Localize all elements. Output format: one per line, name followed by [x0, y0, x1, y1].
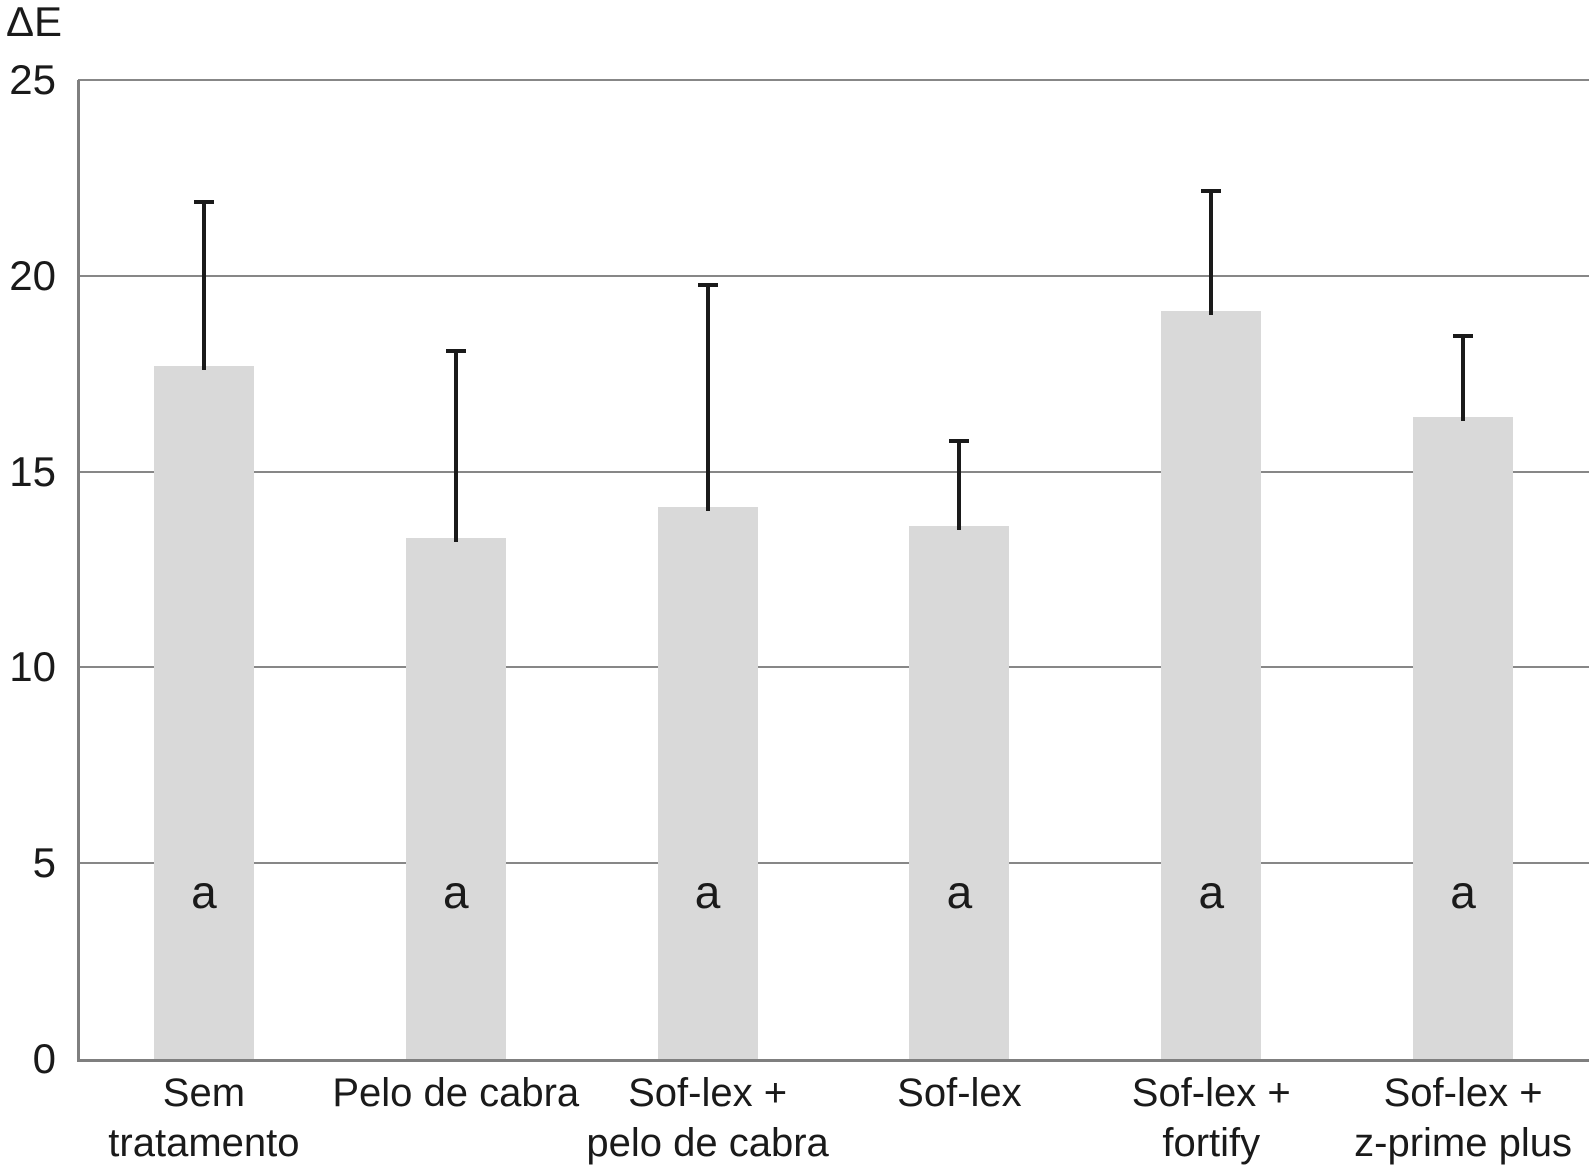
bar-significance-letter: a	[946, 866, 973, 918]
bar	[1161, 311, 1262, 1059]
gridline-y-20	[78, 274, 1589, 277]
bar	[405, 538, 506, 1059]
bar-significance-letter: a	[1450, 866, 1476, 918]
y-tick-label: 15	[9, 447, 56, 495]
category-label: Sof-lex + z-prime plus	[1354, 1071, 1572, 1165]
category-label: Sof-lex + fortify	[1131, 1071, 1291, 1165]
y-tick-label: 0	[32, 1035, 56, 1082]
y-axis-line	[77, 80, 80, 1062]
bar	[153, 365, 254, 1059]
bar-significance-letter: a	[442, 866, 469, 918]
error-bar-cap	[1453, 333, 1474, 338]
y-tick-label: 20	[9, 251, 56, 299]
bar-significance-letter: a	[191, 866, 217, 918]
error-bar-cap	[697, 282, 718, 287]
error-bar-line	[453, 350, 458, 543]
y-tick-label: 10	[9, 643, 56, 691]
y-tick-label: 5	[32, 839, 56, 887]
bar-significance-letter: a	[1198, 866, 1225, 918]
gridline-y-10	[78, 666, 1589, 669]
error-bar-cap	[1201, 188, 1222, 193]
x-axis-line	[77, 1059, 1589, 1062]
error-bar-line	[705, 283, 710, 511]
category-label: Pelo de cabra	[332, 1071, 580, 1115]
error-bar-line	[1461, 334, 1466, 421]
error-bar-cap	[193, 200, 214, 205]
category-label: Sem tratamento	[108, 1071, 300, 1165]
bar-significance-letter: a	[694, 866, 721, 918]
gridline-y-15	[78, 470, 1589, 473]
gridline-y-5	[78, 862, 1589, 865]
bar	[1413, 416, 1514, 1059]
error-bar-line	[1209, 189, 1214, 316]
y-axis-title: ΔE	[6, 0, 63, 45]
error-bar-line	[957, 440, 962, 531]
category-label: Sof-lex	[897, 1071, 1022, 1115]
bar	[657, 506, 758, 1059]
error-bar-line	[201, 201, 206, 370]
gridline-y-25	[78, 79, 1589, 81]
error-bar-cap	[949, 439, 970, 444]
category-label: Sof-lex + pelo de cabra	[586, 1071, 829, 1165]
bar	[909, 526, 1010, 1059]
error-bar-cap	[445, 349, 466, 354]
y-tick-label: 25	[9, 56, 56, 103]
